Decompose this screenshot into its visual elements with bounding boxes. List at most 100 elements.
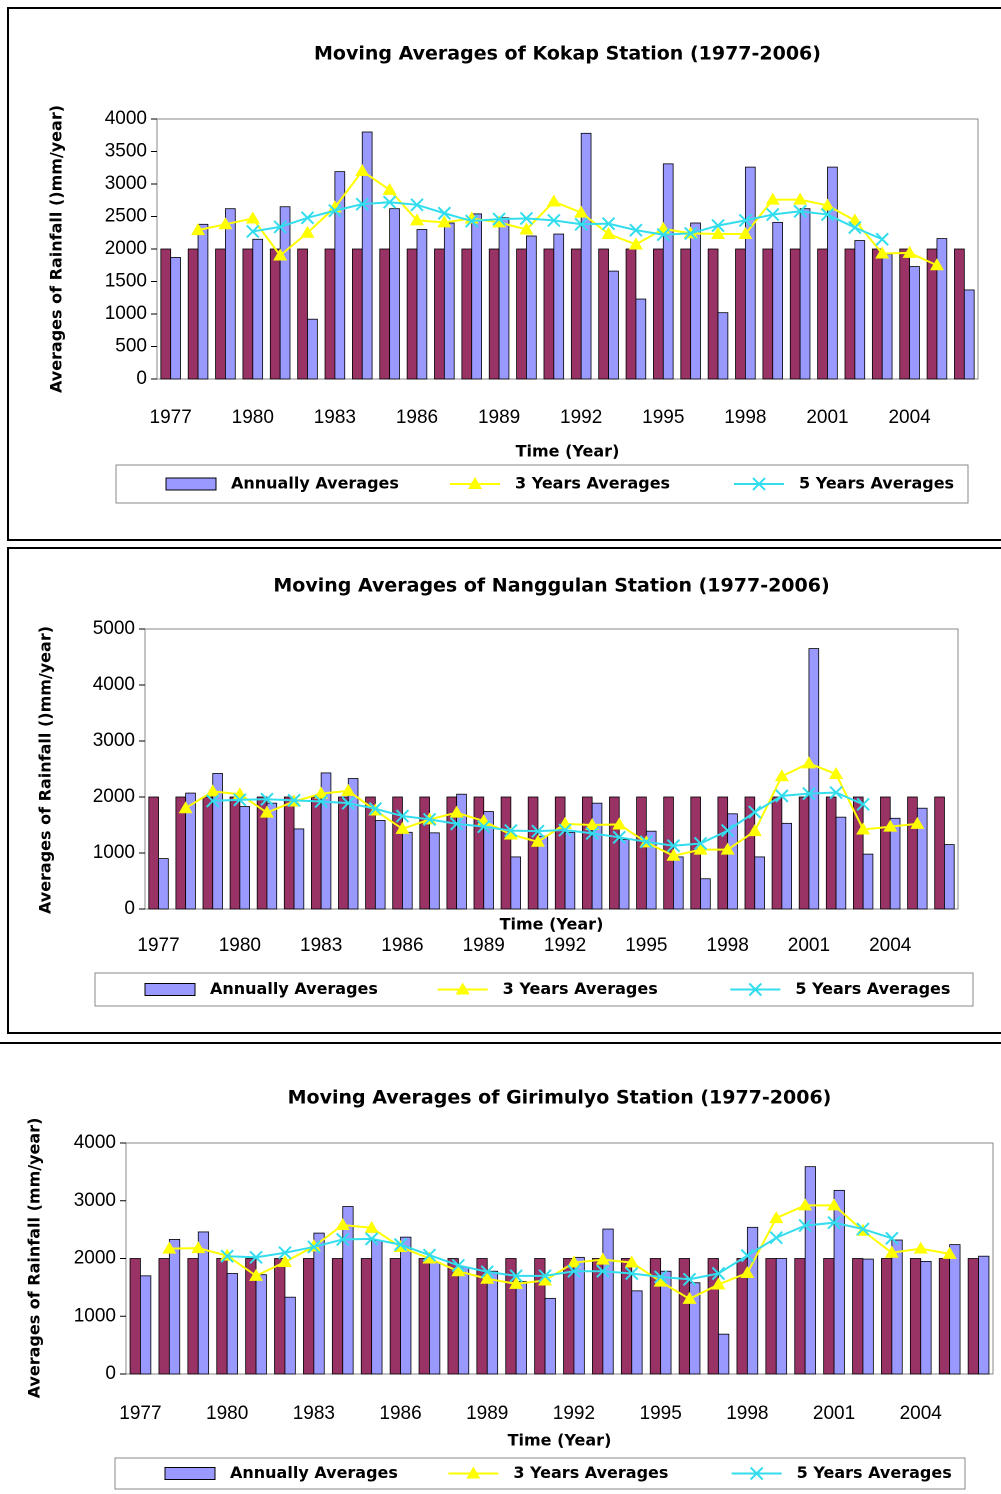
marker	[711, 218, 725, 233]
marker	[929, 258, 944, 271]
bar	[823, 1258, 835, 1375]
marker	[639, 835, 654, 849]
bar	[360, 1258, 373, 1375]
panel-border	[7, 7, 1001, 541]
y-tick-label: 2000	[105, 238, 147, 259]
bar	[835, 816, 847, 910]
x-tick-label: 1992	[544, 935, 586, 956]
legend-swatch	[164, 1467, 216, 1480]
legend-swatch	[165, 477, 217, 491]
marker	[820, 207, 835, 222]
x-axis-label: Time (Year)	[508, 1431, 612, 1450]
bar	[187, 248, 199, 380]
marker	[395, 809, 410, 823]
x-axis-label: Time (Year)	[500, 915, 604, 934]
marker	[856, 822, 871, 835]
marker	[492, 212, 506, 226]
bar	[202, 796, 214, 910]
bar	[570, 248, 582, 380]
bar	[727, 813, 738, 910]
bar	[331, 1258, 344, 1375]
marker	[875, 232, 889, 246]
marker	[449, 805, 464, 818]
marker	[856, 1222, 870, 1236]
legend-marker	[455, 982, 470, 995]
marker	[355, 197, 369, 211]
marker	[287, 793, 301, 808]
bar	[602, 1228, 614, 1375]
bar	[212, 773, 223, 910]
marker	[910, 816, 925, 829]
bar	[854, 240, 866, 380]
x-axis-label: Time (Year)	[516, 442, 620, 461]
bar	[140, 1275, 152, 1375]
bar	[772, 221, 784, 380]
bar	[371, 1240, 383, 1375]
bar	[242, 248, 254, 380]
marker	[666, 848, 681, 861]
bar	[483, 811, 494, 910]
bar	[158, 858, 169, 910]
bar	[342, 1206, 354, 1375]
marker	[682, 1272, 697, 1286]
marker	[625, 1266, 639, 1281]
marker	[218, 217, 233, 230]
marker	[480, 1271, 495, 1284]
bar	[416, 229, 428, 380]
bar	[554, 796, 566, 910]
y-tick-label: 2500	[105, 206, 147, 227]
marker	[595, 1252, 610, 1265]
legend-label: 3 Years Averages	[513, 1463, 668, 1482]
marker	[827, 1198, 842, 1211]
bar	[608, 270, 619, 380]
bar	[775, 1258, 788, 1375]
line	[169, 1204, 950, 1301]
marker	[314, 794, 328, 809]
x-tick-label: 1998	[707, 935, 749, 956]
bar	[473, 796, 485, 910]
bar	[678, 1258, 690, 1375]
bar	[197, 223, 209, 380]
bar	[799, 208, 811, 380]
bar	[689, 1282, 701, 1375]
bar	[160, 248, 172, 380]
bar	[279, 206, 291, 380]
x-tick-label: 1986	[396, 407, 438, 428]
bar	[636, 796, 647, 910]
bar	[544, 1297, 556, 1375]
legend-marker	[752, 477, 766, 491]
marker	[802, 786, 816, 801]
marker	[191, 223, 206, 236]
marker	[566, 1255, 581, 1268]
bar	[500, 796, 512, 910]
marker	[774, 769, 789, 782]
marker	[624, 1255, 639, 1268]
marker	[307, 1240, 321, 1254]
bar	[804, 1166, 816, 1375]
bar	[434, 248, 445, 380]
marker	[848, 220, 862, 235]
marker	[519, 211, 534, 226]
bar	[457, 1266, 470, 1375]
x-tick-label: 1983	[314, 407, 356, 428]
y-tick-label: 1000	[105, 303, 147, 324]
marker	[437, 206, 452, 220]
y-axis-label: Averages of Rainfall (mm/year)	[25, 1118, 44, 1399]
y-axis-label: Averages of Rainfall ()mm/year)	[47, 105, 66, 393]
bar	[909, 1258, 922, 1375]
marker	[422, 1248, 437, 1262]
marker	[314, 786, 329, 799]
y-tick-label: 1000	[93, 842, 135, 863]
marker	[300, 211, 315, 225]
bar	[197, 1231, 210, 1375]
bar	[175, 796, 187, 910]
marker	[451, 1258, 466, 1273]
marker	[246, 224, 260, 239]
bar	[862, 1258, 874, 1375]
legend-box	[94, 972, 974, 1007]
bar	[239, 806, 251, 910]
x-tick-label: 2004	[888, 407, 931, 428]
bar	[881, 1258, 893, 1375]
marker	[711, 1266, 726, 1281]
marker	[364, 1220, 379, 1233]
